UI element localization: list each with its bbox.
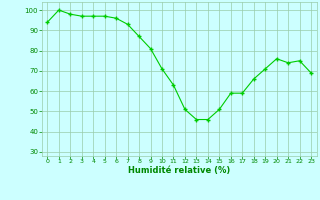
X-axis label: Humidité relative (%): Humidité relative (%) <box>128 166 230 175</box>
